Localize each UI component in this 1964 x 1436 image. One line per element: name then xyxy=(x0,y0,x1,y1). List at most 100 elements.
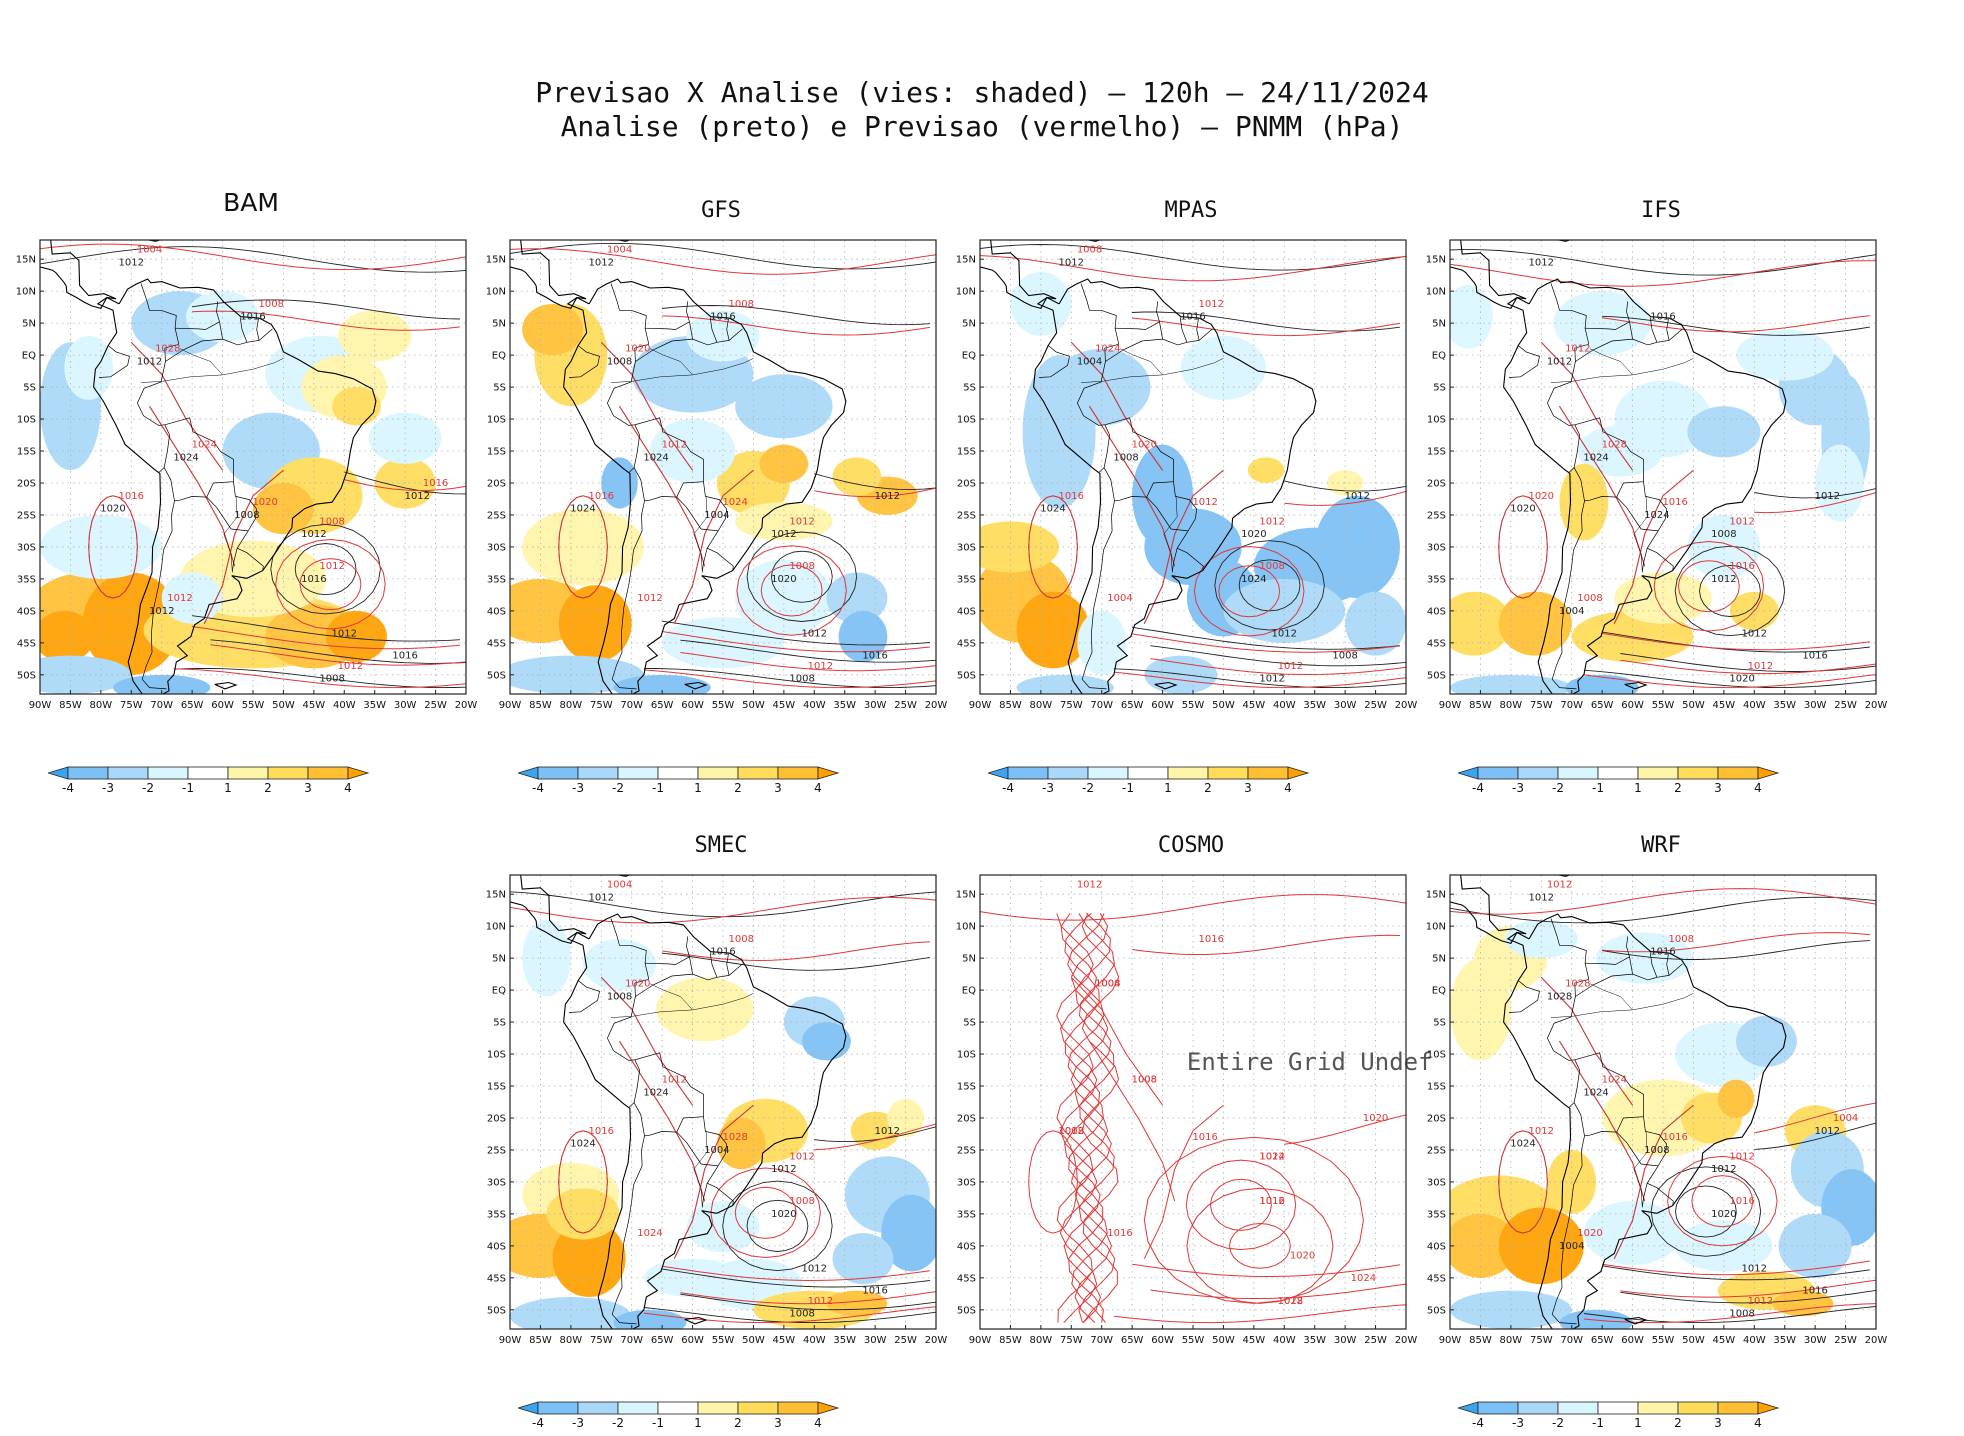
analysis-label: 1016 xyxy=(862,651,887,662)
lon-label: 40W xyxy=(333,700,356,711)
colorbar-arrow-left xyxy=(1458,1401,1479,1415)
lon-label: 60W xyxy=(681,1335,704,1346)
colorbar-box xyxy=(307,766,349,780)
colorbar-label: -1 xyxy=(1592,1416,1604,1430)
lon-label: 70W xyxy=(620,700,643,711)
border-line xyxy=(175,321,220,330)
coastline xyxy=(1555,240,1572,242)
analysis-label: 1020 xyxy=(1711,1209,1736,1220)
lat-label: 40S xyxy=(957,606,976,617)
forecast-label: 1012 xyxy=(789,1151,814,1162)
forecast-label: 1012 xyxy=(637,593,662,604)
lon-label: 35W xyxy=(833,1335,856,1346)
forecast-label: 1012 xyxy=(808,1296,833,1307)
colorbar-label: 2 xyxy=(734,1416,742,1430)
bias-patch xyxy=(583,938,657,991)
forecast-label: 1012 xyxy=(662,440,687,451)
lon-label: 70W xyxy=(1560,700,1583,711)
bias-patch xyxy=(522,303,584,356)
lon-label: 35W xyxy=(1303,700,1326,711)
panel-wrf: WRF 1012 1016 1012 1012 1016 1008 1012 1020 1024… xyxy=(1426,833,1888,1365)
colorbar-box xyxy=(657,766,699,780)
colorbar-box xyxy=(227,766,269,780)
lat-label: 35S xyxy=(1427,1209,1446,1220)
border-line xyxy=(1626,936,1683,981)
lon-label: 45W xyxy=(773,700,796,711)
forecast-label: 1012 xyxy=(338,661,363,672)
colorbar-label: -1 xyxy=(652,1416,664,1430)
forecast-label: 1012 xyxy=(1192,497,1217,508)
coastline xyxy=(1624,1316,1648,1325)
lon-label: 85W xyxy=(529,700,552,711)
colorbar-box xyxy=(1637,766,1679,780)
lon-label: 20W xyxy=(1395,700,1418,711)
lat-label: 20S xyxy=(487,478,506,489)
lon-label: 75W xyxy=(1060,1335,1083,1346)
river-line xyxy=(649,348,693,376)
forecast-contour xyxy=(814,1123,936,1151)
lon-label: 75W xyxy=(1530,1335,1553,1346)
border-line xyxy=(1626,301,1683,346)
forecast-contour xyxy=(344,479,466,492)
coastlines xyxy=(510,240,847,694)
colorbar-label: 3 xyxy=(774,781,782,795)
colorbar-label: -4 xyxy=(62,781,74,795)
lon-label: 40W xyxy=(803,700,826,711)
colorbar-box xyxy=(1517,1401,1559,1415)
analysis-label: 1008 xyxy=(1711,529,1736,540)
forecast-label: 1024 xyxy=(192,440,217,451)
analysis-label: 1016 xyxy=(1650,947,1675,958)
border-line xyxy=(159,424,170,473)
forecast-label: 1012 xyxy=(1259,1151,1284,1162)
coastline xyxy=(214,681,238,690)
colorbar-label: 2 xyxy=(1674,1416,1682,1430)
colorbar-label: -2 xyxy=(142,781,154,795)
colorbar-arrow-left xyxy=(518,1401,539,1415)
lon-label: 65W xyxy=(1121,700,1144,711)
forecast-contour xyxy=(558,1130,608,1234)
coastline xyxy=(615,875,632,877)
forecast-contour xyxy=(1059,913,1098,1323)
colorbar-box xyxy=(1247,766,1289,780)
analysis-contour xyxy=(1674,545,1786,637)
forecast-label: 1012 xyxy=(1278,1296,1303,1307)
forecast-label: 1004 xyxy=(607,880,632,891)
lon-label: 90W xyxy=(499,700,522,711)
border-line xyxy=(1569,424,1580,473)
bias-patch xyxy=(1498,591,1572,656)
analysis-label: 1012 xyxy=(301,529,326,540)
forecast-label: 1024 xyxy=(1602,1075,1627,1086)
forecast-label: 1024 xyxy=(1095,344,1120,355)
bias-patch xyxy=(522,919,571,997)
forecast-label: 1012 xyxy=(1059,1126,1084,1137)
panel-gfs: GFS 1012 1016 1012 1012 1016 1008 1012 1020 1024… xyxy=(486,198,948,730)
lat-label: 10N xyxy=(486,922,506,933)
colorbar-box xyxy=(777,1401,819,1415)
analysis-label: 1020 xyxy=(100,504,125,515)
lon-label: 55W xyxy=(1182,700,1205,711)
analysis-label: 1024 xyxy=(1583,1087,1608,1098)
lon-label: 30W xyxy=(864,1335,887,1346)
lon-label: 75W xyxy=(120,700,143,711)
map-ifs: 1012101610121012101610201008101210201024… xyxy=(1426,239,1887,711)
lat-label: 30S xyxy=(487,1177,506,1188)
undefined-grid-text: Entire Grid Undef xyxy=(1187,1048,1433,1076)
analysis-contour xyxy=(722,1180,833,1272)
lat-label: 25S xyxy=(957,510,976,521)
bias-patch xyxy=(716,1117,766,1170)
map-gfs: 1012 1016 1012 1012 1016 1008 1012 1020 1024 1024… xyxy=(486,239,947,711)
lon-label: 85W xyxy=(1469,700,1492,711)
forecast-contour xyxy=(1583,674,1876,689)
border-line xyxy=(611,500,645,690)
forecast-contours xyxy=(980,255,1406,689)
analysis-label: 1012 xyxy=(1815,1126,1840,1137)
lat-label: 30S xyxy=(1427,542,1446,553)
analysis-contour xyxy=(662,620,930,646)
lat-label: 50S xyxy=(957,670,976,681)
lat-label: 50S xyxy=(1427,1305,1446,1316)
bias-patch xyxy=(1314,495,1400,599)
analysis-label: 1016 xyxy=(392,651,417,662)
colorbar-label: -3 xyxy=(102,781,114,795)
forecast-contour xyxy=(814,487,936,498)
analysis-label: 1012 xyxy=(137,356,162,367)
